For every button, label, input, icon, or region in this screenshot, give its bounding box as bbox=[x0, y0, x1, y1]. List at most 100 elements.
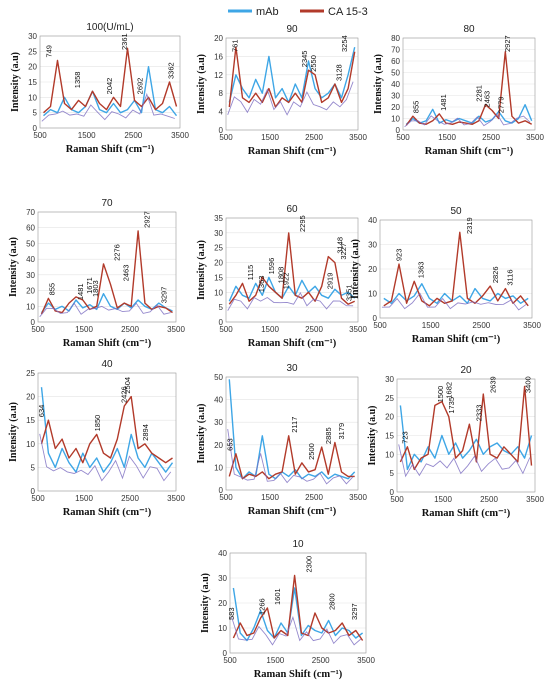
peak-label: 583 bbox=[227, 607, 236, 620]
series-line-background bbox=[404, 113, 531, 128]
y-tick-label: 0 bbox=[223, 649, 228, 658]
peak-label: 634 bbox=[37, 405, 46, 418]
y-tick-label: 50 bbox=[26, 239, 35, 248]
y-tick-label: 0 bbox=[31, 318, 36, 327]
chart-panel: 0 10 20 30 40 50 60 70 80 500 1500 2500 3500 855 1481 2… bbox=[373, 24, 544, 157]
y-tick-label: 70 bbox=[26, 208, 35, 217]
y-tick-label: 0 bbox=[219, 126, 224, 135]
y-tick-label: 30 bbox=[214, 229, 223, 238]
x-tick-label: 3500 bbox=[167, 494, 185, 503]
x-tick-label: 1500 bbox=[438, 133, 456, 142]
y-tick-label: 50 bbox=[391, 69, 400, 78]
peak-label: 2779 bbox=[496, 97, 505, 114]
peak-label: 1922 bbox=[282, 273, 291, 290]
x-tick-label: 1500 bbox=[261, 493, 279, 502]
x-tick-label: 2500 bbox=[305, 133, 323, 142]
y-tick-label: 15 bbox=[385, 432, 394, 441]
plot-frame bbox=[396, 378, 536, 493]
peak-label: 2042 bbox=[105, 78, 114, 95]
peak-label: 1808 bbox=[277, 267, 286, 284]
plot-frame bbox=[225, 37, 359, 131]
y-tick-label: 0 bbox=[31, 487, 36, 496]
y-axis-label: Intensity (a.u) bbox=[8, 237, 19, 297]
series-line-ca153 bbox=[399, 385, 533, 471]
peak-label: 3148 bbox=[336, 237, 345, 254]
x-tick-label: 500 bbox=[396, 133, 410, 142]
peak-label: 2117 bbox=[290, 417, 299, 433]
y-tick-label: 35 bbox=[214, 214, 223, 223]
peak-label: 855 bbox=[47, 283, 56, 296]
x-tick-label: 2500 bbox=[121, 494, 139, 503]
peak-label: 2300 bbox=[305, 556, 314, 573]
x-tick-label: 2500 bbox=[124, 131, 142, 140]
peak-label: 1850 bbox=[93, 415, 102, 432]
x-axis-label: Raman Shift (cm⁻¹) bbox=[248, 146, 337, 157]
peak-label: 1671 bbox=[85, 277, 94, 294]
peak-label: 2927 bbox=[143, 211, 152, 228]
legend-label-mab: mAb bbox=[256, 6, 279, 18]
y-axis-label: Intensity (a.u) bbox=[10, 52, 21, 112]
series-line-background bbox=[227, 291, 354, 311]
peak-label: 855 bbox=[412, 101, 421, 114]
peak-label: 1735 bbox=[447, 397, 456, 414]
series-line-ca153 bbox=[40, 395, 173, 464]
chart-title: 20 bbox=[460, 365, 472, 376]
y-tick-label: 60 bbox=[391, 57, 400, 66]
x-tick-label: 500 bbox=[223, 656, 237, 665]
y-axis-label: Intensity (a.u) bbox=[373, 54, 384, 114]
y-tick-label: 20 bbox=[218, 599, 227, 608]
chart-title: 50 bbox=[450, 206, 462, 217]
peak-label: 1266 bbox=[258, 598, 267, 615]
y-tick-label: 15 bbox=[26, 416, 35, 425]
plot-frame bbox=[402, 37, 536, 131]
x-tick-label: 3500 bbox=[349, 133, 367, 142]
y-tick-label: 30 bbox=[26, 271, 35, 280]
peak-label: 3128 bbox=[335, 64, 344, 81]
series-line-ca153 bbox=[43, 47, 178, 114]
chart-panel: 0 10 20 30 40 50 60 70 500 1500 2500 3500 855 1481 167… bbox=[8, 198, 185, 349]
x-tick-label: 500 bbox=[31, 494, 45, 503]
series-line-background bbox=[381, 292, 527, 311]
x-axis-label: Raman Shift (cm⁻¹) bbox=[425, 146, 514, 157]
y-tick-label: 40 bbox=[218, 549, 227, 558]
peak-label: 2426 bbox=[120, 386, 129, 403]
x-tick-label: 1500 bbox=[261, 325, 279, 334]
plot-frame bbox=[225, 376, 359, 491]
peak-label: 3116 bbox=[506, 269, 515, 285]
peak-label: 3297 bbox=[160, 287, 169, 304]
series-line-ca153 bbox=[228, 232, 355, 305]
y-tick-label: 10 bbox=[26, 440, 35, 449]
x-axis-label: Raman Shift (cm⁻¹) bbox=[63, 507, 152, 518]
series-line-mab bbox=[43, 65, 178, 117]
x-tick-label: 500 bbox=[373, 321, 387, 330]
x-tick-label: 2500 bbox=[482, 133, 500, 142]
plot-frame bbox=[229, 552, 367, 654]
y-tick-label: 20 bbox=[385, 413, 394, 422]
y-tick-label: 25 bbox=[385, 394, 394, 403]
chart-title: 80 bbox=[463, 24, 475, 35]
y-tick-label: 20 bbox=[26, 393, 35, 402]
chart-title: 90 bbox=[286, 24, 298, 35]
series-line-background bbox=[231, 615, 362, 646]
y-tick-label: 10 bbox=[385, 450, 394, 459]
x-tick-label: 1500 bbox=[434, 495, 452, 504]
y-tick-label: 80 bbox=[391, 34, 400, 43]
x-tick-label: 2500 bbox=[472, 321, 490, 330]
series-line-mab bbox=[228, 276, 356, 302]
peak-label: 1682 bbox=[444, 382, 453, 399]
y-tick-label: 5 bbox=[390, 469, 395, 478]
peak-label: 2550 bbox=[309, 55, 318, 72]
chart-panel: 0 5 10 15 20 25 500 1500 2500 3500 634 1850 24262504… bbox=[8, 359, 185, 518]
peak-label: 2639 bbox=[488, 376, 497, 393]
y-tick-label: 20 bbox=[26, 287, 35, 296]
peak-label: 1481 bbox=[76, 283, 85, 300]
x-tick-label: 3500 bbox=[526, 133, 544, 142]
peak-label: 3297 bbox=[350, 603, 359, 620]
peak-label: 749 bbox=[45, 45, 54, 58]
x-tick-label: 3500 bbox=[171, 131, 189, 140]
y-tick-label: 10 bbox=[214, 463, 223, 472]
y-tick-label: 0 bbox=[390, 488, 395, 497]
